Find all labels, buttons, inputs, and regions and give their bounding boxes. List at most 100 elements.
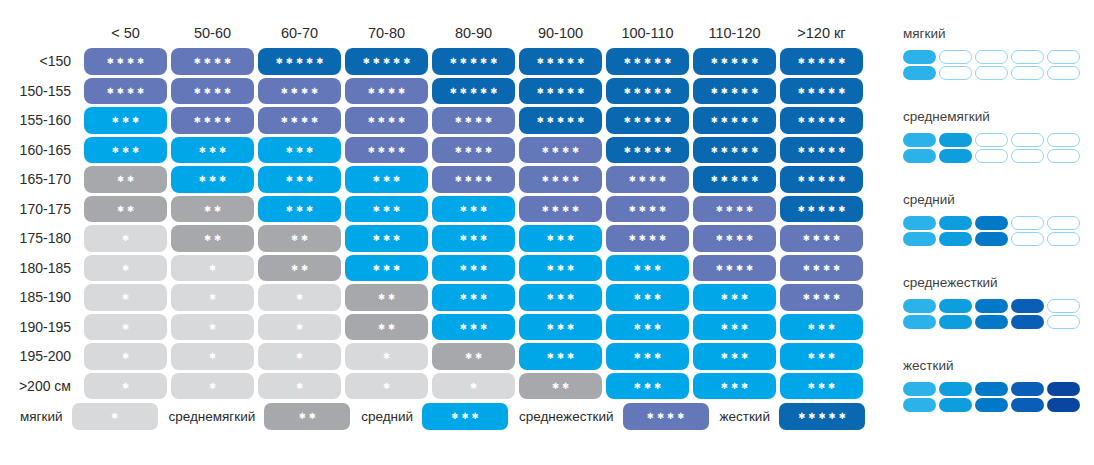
matrix-cell: ✱✱✱✱ (780, 225, 863, 252)
matrix-row-header: <150 (2, 48, 80, 75)
cell-stars: ✱✱✱ (547, 323, 577, 332)
cell-stars: ✱✱✱✱ (716, 264, 757, 273)
pill-half (1047, 315, 1080, 329)
pill-half (975, 398, 1008, 412)
matrix-cell: ✱✱✱ (519, 225, 602, 252)
matrix-cell: ✱✱✱✱✱ (693, 166, 776, 193)
matrix-cell: ✱✱ (258, 255, 341, 282)
matrix-cell: ✱✱✱✱✱ (780, 196, 863, 223)
cell-stars: ✱ (209, 323, 219, 332)
matrix-cell: ✱✱✱ (780, 373, 863, 400)
pill-half (975, 50, 1008, 64)
pill-half (939, 398, 972, 412)
matrix-cell: ✱✱✱✱ (171, 78, 254, 105)
legend-swatch: ✱✱✱ (422, 403, 508, 430)
firmness-matrix: < 5050-6060-7070-8080-9090-100100-110110… (2, 21, 863, 399)
matrix-cell: ✱✱✱✱ (345, 78, 428, 105)
cell-stars: ✱✱✱ (634, 323, 664, 332)
scale-group-label: жесткий (903, 358, 1089, 373)
matrix-cell: ✱✱✱✱ (432, 166, 515, 193)
matrix-cell: ✱✱✱ (432, 196, 515, 223)
cell-stars: ✱✱✱✱ (455, 116, 496, 125)
cell-stars: ✱✱✱✱ (281, 116, 322, 125)
cell-stars: ✱✱✱ (373, 264, 403, 273)
cell-stars: ✱✱✱✱✱ (798, 146, 849, 155)
matrix-cell: ✱✱✱✱✱ (780, 107, 863, 134)
matrix-cell: ✱✱ (258, 225, 341, 252)
cell-stars: ✱ (383, 352, 393, 361)
scale-group: среднемягкий (903, 109, 1089, 163)
cell-stars: ✱✱✱✱ (368, 146, 409, 155)
matrix-cell: ✱ (345, 343, 428, 370)
legend-item: мягкий✱ (20, 403, 158, 430)
cell-stars: ✱ (122, 234, 132, 243)
cell-stars: ✱✱✱✱ (716, 234, 757, 243)
pill-half (903, 149, 936, 163)
matrix-cell: ✱✱✱✱ (171, 48, 254, 75)
cell-stars: ✱✱✱✱ (455, 175, 496, 184)
matrix-row-header: 165-170 (2, 166, 80, 193)
matrix-cell: ✱✱✱✱ (258, 78, 341, 105)
legend-swatch-stars: ✱✱✱ (451, 412, 481, 421)
pill-half (1047, 133, 1080, 147)
matrix-cell: ✱✱✱✱✱ (345, 48, 428, 75)
matrix-cell: ✱ (432, 373, 515, 400)
cell-stars: ✱✱✱✱✱ (276, 57, 327, 66)
pill-half (903, 382, 936, 396)
legend-item: среднемягкий✱✱ (168, 403, 350, 430)
matrix-cell: ✱ (171, 314, 254, 341)
matrix-cell: ✱ (84, 314, 167, 341)
matrix-cell: ✱✱✱✱ (519, 137, 602, 164)
cell-stars: ✱ (209, 293, 219, 302)
cell-stars: ✱✱✱✱ (281, 87, 322, 96)
cell-stars: ✱✱ (378, 293, 398, 302)
matrix-cell: ✱✱✱ (84, 107, 167, 134)
pill-half (975, 133, 1008, 147)
matrix-cell: ✱✱✱✱ (258, 107, 341, 134)
pill-half (903, 232, 936, 246)
cell-stars: ✱✱✱ (721, 382, 751, 391)
scale-group: средний (903, 192, 1089, 246)
matrix-cell: ✱ (258, 373, 341, 400)
cell-stars: ✱✱✱✱ (455, 146, 496, 155)
matrix-col-header: 100-110 (606, 21, 689, 45)
matrix-cell: ✱✱ (519, 373, 602, 400)
pill-filled (975, 216, 1008, 246)
cell-stars: ✱✱✱ (634, 264, 664, 273)
pill-filled (1011, 382, 1044, 412)
scale-group-label: средний (903, 192, 1089, 207)
cell-stars: ✱✱✱✱ (629, 234, 670, 243)
legend-swatch-stars: ✱ (111, 412, 121, 421)
cell-stars: ✱✱✱ (199, 175, 229, 184)
matrix-cell: ✱✱✱✱✱ (519, 107, 602, 134)
scale-pill-row (903, 216, 1089, 246)
pill-half (975, 232, 1008, 246)
cell-stars: ✱✱✱✱ (629, 205, 670, 214)
cell-stars: ✱ (122, 352, 132, 361)
star-legend: мягкий✱среднемягкий✱✱средний✱✱✱среднежес… (20, 403, 865, 430)
pill-half (975, 382, 1008, 396)
matrix-cell: ✱ (171, 255, 254, 282)
matrix-cell: ✱✱✱✱✱ (693, 78, 776, 105)
matrix-cell: ✱✱✱✱ (780, 255, 863, 282)
cell-stars: ✱ (122, 264, 132, 273)
matrix-cell: ✱✱✱ (693, 343, 776, 370)
matrix-cell: ✱✱✱✱✱ (519, 78, 602, 105)
pill-half (1011, 398, 1044, 412)
cell-stars: ✱✱ (291, 234, 311, 243)
cell-stars: ✱✱ (465, 352, 485, 361)
matrix-row-header: >200 см (2, 373, 80, 400)
pill-half (903, 66, 936, 80)
matrix-cell: ✱ (258, 284, 341, 311)
matrix-col-header: < 50 (84, 21, 167, 45)
cell-stars: ✱✱✱✱✱ (711, 146, 762, 155)
matrix-cell: ✱✱✱✱✱ (606, 48, 689, 75)
matrix-cell: ✱ (345, 373, 428, 400)
pill-filled (903, 216, 936, 246)
cell-stars: ✱✱✱ (460, 234, 490, 243)
cell-stars: ✱✱✱ (460, 205, 490, 214)
cell-stars: ✱ (296, 323, 306, 332)
matrix-cell: ✱✱✱ (345, 166, 428, 193)
cell-stars: ✱✱✱ (634, 293, 664, 302)
legend-swatch: ✱✱ (264, 403, 350, 430)
